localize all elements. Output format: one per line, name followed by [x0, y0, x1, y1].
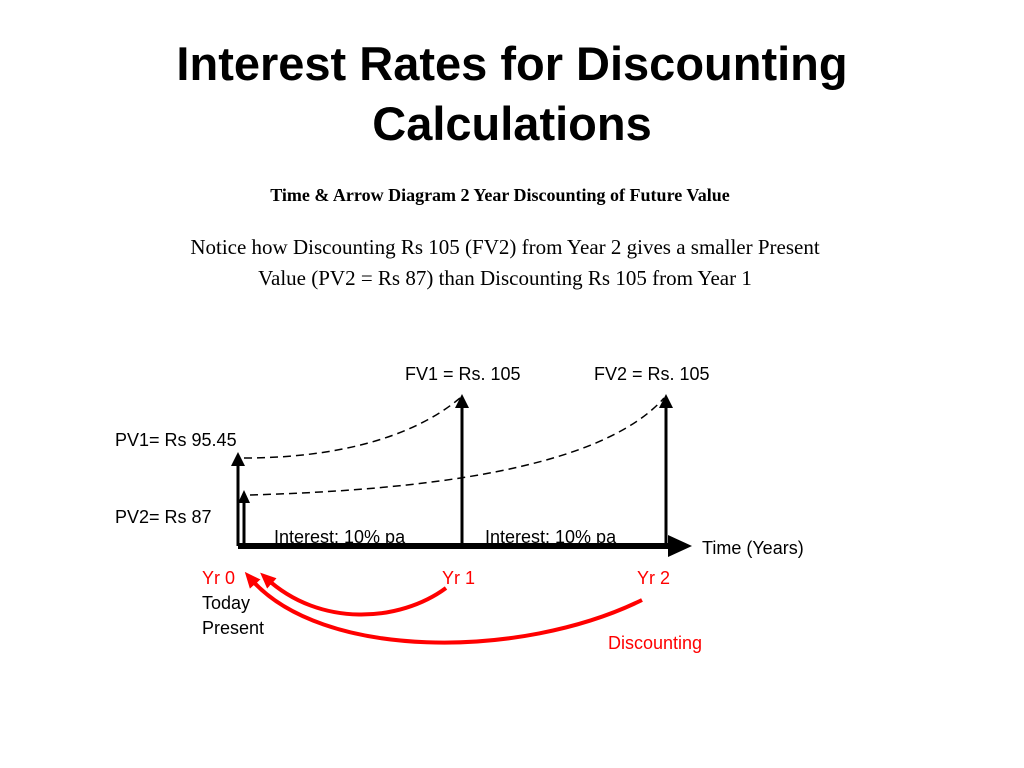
interest-label-2: Interest: 10% pa	[485, 527, 617, 547]
fv2-arrowhead	[659, 394, 673, 408]
yr1-label: Yr 1	[442, 568, 475, 588]
yr2-label: Yr 2	[637, 568, 670, 588]
fv2-label: FV2 = Rs. 105	[594, 364, 710, 384]
notice-line-2: Value (PV2 = Rs 87) than Discounting Rs …	[258, 266, 752, 290]
discount-arrow-yr2-to-yr0	[244, 571, 643, 645]
dashed-curve-fv2-to-pv2	[249, 397, 665, 496]
slide-title: Interest Rates for Discounting Calculati…	[0, 34, 1024, 154]
pv1-arrowhead	[231, 452, 245, 466]
pv2-arrowhead	[238, 490, 250, 503]
interest-label-1: Interest: 10% pa	[274, 527, 406, 547]
slide-title-line-1: Interest Rates for Discounting	[176, 37, 848, 90]
diagram-heading: Time & Arrow Diagram 2 Year Discounting …	[270, 185, 730, 205]
fv1-arrowhead	[455, 394, 469, 408]
yr0-label: Yr 0	[202, 568, 235, 588]
time-axis-label: Time (Years)	[702, 538, 804, 558]
notice-text: Notice how Discounting Rs 105 (FV2) from…	[0, 232, 1010, 294]
notice-line-1: Notice how Discounting Rs 105 (FV2) from…	[190, 235, 820, 259]
time-axis-arrowhead	[668, 535, 692, 557]
slide-title-line-2: Calculations	[372, 97, 652, 150]
today-label: Today	[202, 593, 250, 613]
discounting-label: Discounting	[608, 633, 702, 653]
present-label: Present	[202, 618, 264, 638]
discount-arrow-yr1-to-yr0	[260, 572, 448, 617]
dashed-curve-fv1-to-pv1	[243, 397, 461, 459]
pv2-label: PV2= Rs 87	[115, 507, 212, 527]
pv1-label: PV1= Rs 95.45	[115, 430, 237, 450]
fv1-label: FV1 = Rs. 105	[405, 364, 521, 384]
